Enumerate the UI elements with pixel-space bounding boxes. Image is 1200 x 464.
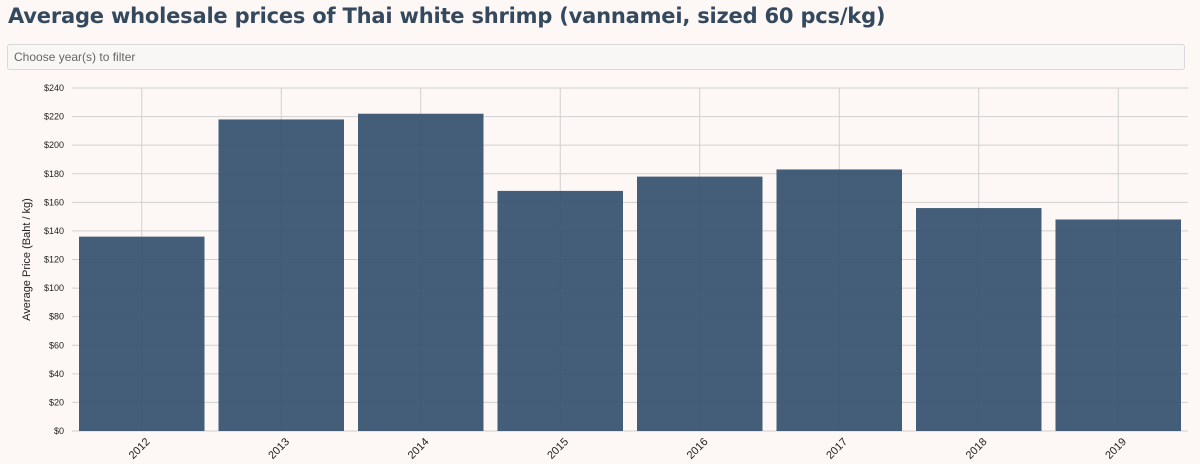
y-tick-label: $60 — [49, 340, 64, 350]
y-tick-label: $200 — [44, 140, 64, 150]
bar-2013[interactable] — [218, 119, 345, 432]
x-tick-label: 2017 — [824, 436, 850, 462]
x-tick-label: 2014 — [406, 436, 432, 462]
bar-2017[interactable] — [776, 169, 903, 431]
y-tick-label: $140 — [44, 226, 64, 236]
y-tick-label: $0 — [54, 426, 64, 436]
bar-2019[interactable] — [1055, 219, 1182, 431]
y-tick-label: $120 — [44, 255, 64, 265]
x-tick-label: 2013 — [266, 436, 292, 462]
y-tick-label: $80 — [49, 312, 64, 322]
bars — [79, 113, 1182, 432]
x-tick-label: 2012 — [127, 436, 153, 462]
year-filter-input[interactable] — [7, 44, 1185, 70]
y-tick-label: $40 — [49, 369, 64, 379]
y-axis-ticks: $0 $20 $40 $60 $80 $100 $120 $140 $160 $180 $200 $2… — [44, 83, 64, 436]
bar-2016[interactable] — [637, 176, 763, 431]
y-tick-label: $20 — [49, 397, 64, 407]
bar-2018[interactable] — [916, 208, 1042, 431]
y-tick-label: $220 — [44, 112, 64, 122]
page-title: Average wholesale prices of Thai white s… — [8, 4, 886, 28]
x-axis-ticks: 2012 2013 2014 2015 2016 2017 2018 2019 — [127, 436, 1129, 462]
x-tick-label: 2016 — [685, 436, 711, 462]
bar-2014[interactable] — [358, 113, 484, 431]
x-tick-label: 2015 — [545, 436, 571, 462]
x-tick-label: 2019 — [1103, 436, 1129, 462]
y-tick-label: $160 — [44, 197, 64, 207]
y-axis-label: Average Price (Baht / kg) — [21, 198, 33, 321]
bar-2012[interactable] — [79, 236, 205, 431]
y-tick-label: $180 — [44, 169, 64, 179]
y-tick-label: $240 — [44, 83, 64, 93]
bar-2015[interactable] — [497, 190, 624, 431]
x-tick-label: 2018 — [964, 436, 990, 462]
y-tick-label: $100 — [44, 283, 64, 293]
